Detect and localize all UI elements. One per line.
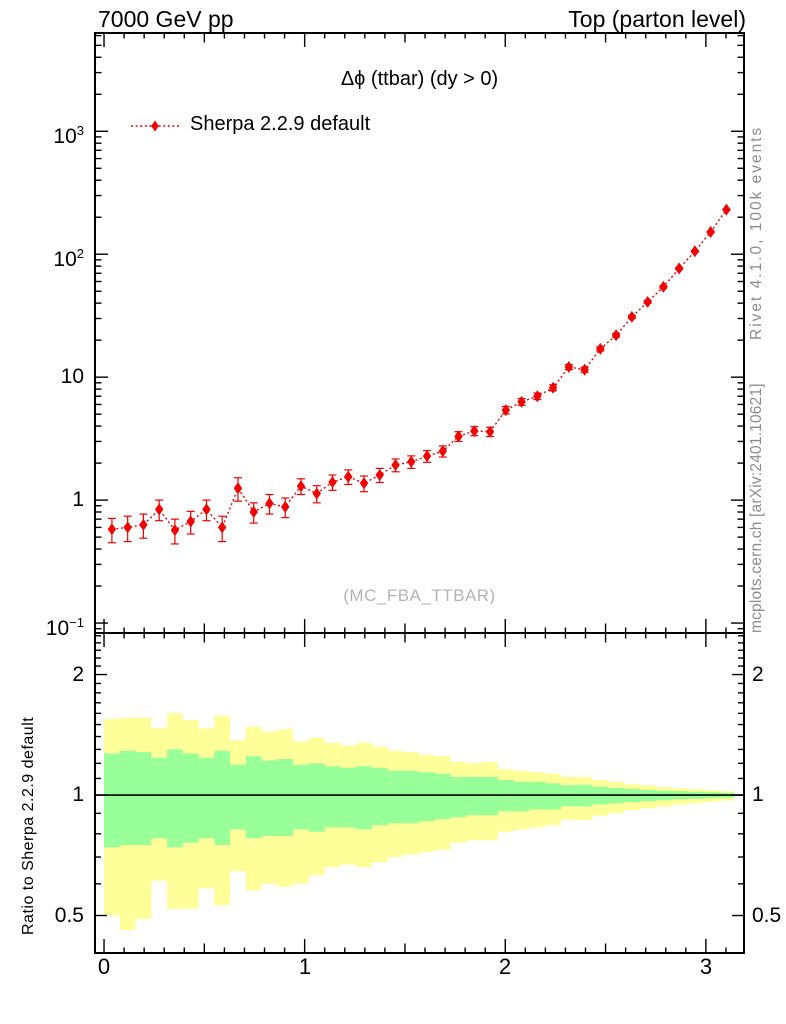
data-point-diamond: [470, 424, 479, 437]
data-point-diamond: [312, 487, 321, 500]
watermark-analysis-id: (MC_FBA_TTBAR): [343, 586, 496, 605]
ratio-y-tick-label-right: 2: [752, 663, 764, 686]
data-point-diamond: [139, 518, 148, 531]
data-point-diamond: [722, 203, 731, 216]
plot-title: Δϕ (ttbar) (dy > 0): [340, 68, 499, 90]
ratio-band-green: [104, 749, 735, 848]
data-point-diamond: [249, 506, 258, 519]
ratio-y-tick-label-right: 0.5: [752, 904, 782, 927]
ratio-y-tick-label-left: 0.5: [54, 904, 84, 927]
data-point-diamond: [107, 523, 117, 536]
x-tick-label: 2: [498, 954, 512, 979]
mcplots-reference-label: mcplots.cern.ch [arXiv:2401.10621]: [748, 383, 765, 633]
data-point-diamond: [438, 445, 447, 458]
legend-label: Sherpa 2.2.9 default: [190, 113, 371, 135]
data-point-diamond: [202, 503, 211, 516]
data-point-diamond: [627, 310, 637, 323]
data-point-diamond: [674, 262, 684, 275]
data-point-diamond: [154, 503, 164, 516]
data-point-diamond: [580, 363, 589, 376]
data-point-diamond: [186, 515, 195, 528]
data-point-diamond: [517, 395, 526, 408]
main-y-tick-label: 103: [53, 123, 84, 148]
data-point-diamond: [564, 360, 574, 373]
data-point-diamond: [596, 342, 605, 355]
ratio-y-tick-label-left: 1: [72, 783, 84, 806]
data-point-diamond: [233, 482, 243, 495]
data-point-diamond: [659, 280, 668, 293]
legend-marker-diamond: [151, 120, 159, 132]
ratio-y-tick-label-left: 2: [72, 663, 84, 686]
ratio-y-tick-label-right: 1: [752, 783, 764, 806]
main-y-tick-label: 1: [72, 488, 84, 511]
data-point-diamond: [407, 455, 416, 468]
data-point-diamond: [533, 390, 542, 403]
data-point-diamond: [344, 470, 353, 483]
rivet-version-label: Rivet 4.1.0, 100k events: [748, 125, 765, 340]
x-tick-label: 0: [97, 954, 111, 979]
main-y-tick-label: 10−1: [45, 615, 84, 640]
ratio-panel-frame: [94, 632, 745, 954]
data-point-diamond: [690, 245, 700, 258]
data-point-diamond: [359, 477, 369, 490]
data-point-diamond: [281, 500, 290, 513]
header-beam-energy: 7000 GeV pp: [98, 6, 234, 32]
data-point-diamond: [485, 425, 495, 438]
data-point-diamond: [454, 430, 463, 443]
data-point-diamond: [643, 295, 652, 308]
data-point-diamond: [296, 480, 306, 493]
data-point-diamond: [501, 404, 511, 417]
data-point-diamond: [548, 381, 558, 394]
data-point-diamond: [265, 497, 274, 510]
data-point-diamond: [375, 469, 384, 482]
header-analysis-level: Top (parton level): [568, 6, 746, 32]
data-point-diamond: [706, 225, 715, 238]
main-y-tick-label: 10: [60, 365, 84, 388]
data-point-diamond: [328, 476, 337, 489]
main-y-tick-label: 102: [53, 246, 84, 271]
data-point-diamond: [422, 450, 432, 463]
data-point-diamond: [217, 521, 227, 534]
data-point-diamond: [391, 458, 400, 471]
series-dotted-line: [111, 209, 727, 532]
data-point-diamond: [611, 329, 621, 342]
data-point-diamond: [123, 521, 132, 534]
data-point-diamond: [170, 524, 180, 537]
x-tick-label: 1: [298, 954, 312, 979]
x-tick-label: 3: [699, 954, 713, 979]
